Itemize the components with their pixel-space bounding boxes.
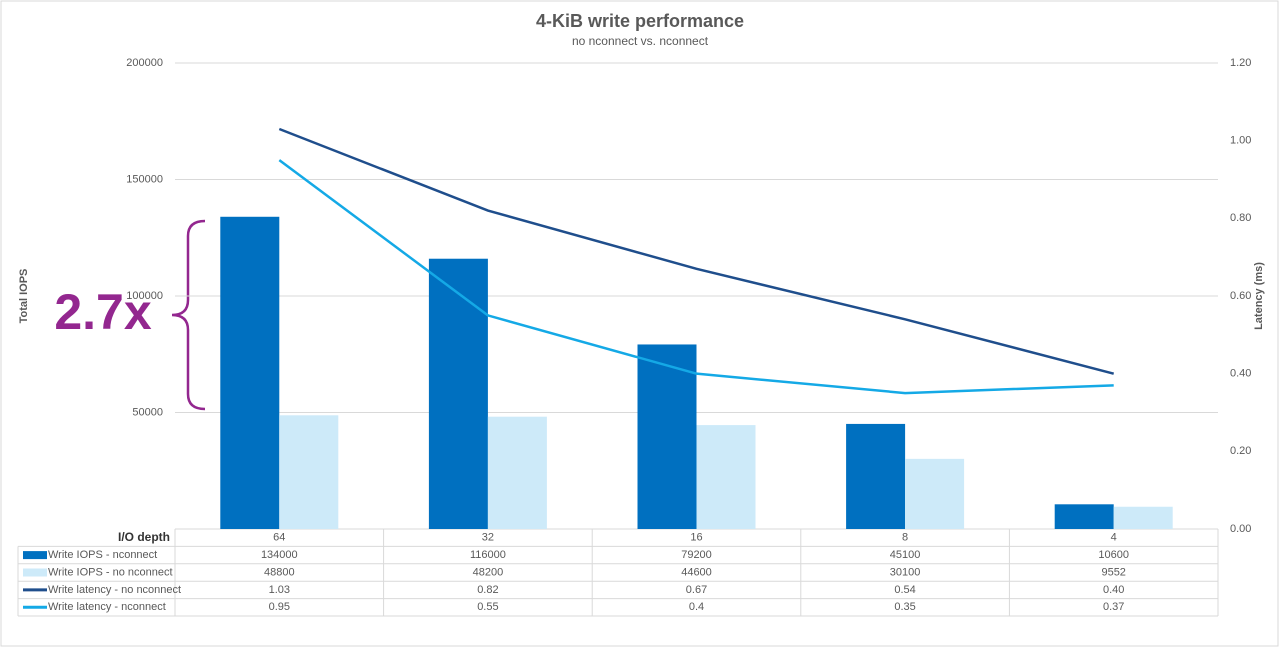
x-axis-label: I/O depth [118,530,170,544]
y2-tick-label: 0.80 [1230,212,1251,224]
table-value: 0.4 [689,601,704,613]
table-value: 0.55 [477,601,498,613]
legend-label: Write IOPS - no nconnect [48,566,173,578]
table-value: 48800 [264,566,295,578]
legend-swatch [23,568,47,577]
chart-subtitle: no nconnect vs. nconnect [572,34,709,48]
table-value: 0.67 [686,584,707,596]
x-tick-label: 8 [902,532,908,544]
legend-swatch [23,551,47,560]
bar [428,258,488,529]
brace [171,219,206,411]
y-tick-label: 150000 [126,173,163,185]
bar [220,216,280,529]
y2-tick-label: 0.40 [1230,368,1251,380]
table-value: 0.35 [894,601,915,613]
table-value: 116000 [470,549,506,561]
y2-tick-label: 1.00 [1230,135,1251,147]
bar [1054,504,1114,529]
y2-tick-label: 0.60 [1230,290,1251,302]
y2-tick-label: 0.20 [1230,445,1251,457]
bar [696,425,756,529]
table-value: 0.82 [477,584,498,596]
y-axis-label: Total IOPS [18,269,30,324]
legend-label: Write latency - nconnect [48,601,166,613]
line [278,127,1115,375]
y2-axis-label: Latency (ms) [1253,262,1265,330]
legend-label: Write IOPS - nconnect [48,549,157,561]
bar [279,415,339,529]
x-tick-label: 4 [1111,532,1117,544]
legend-label: Write latency - no nconnect [48,584,181,596]
x-tick-label: 16 [690,532,702,544]
table-value: 0.95 [269,601,290,613]
bar [487,416,547,529]
y-tick-label: 100000 [126,290,163,302]
x-tick-label: 32 [482,532,494,544]
bar [846,423,906,529]
annotation: 2.7x [54,284,152,340]
table-value: 45100 [890,549,921,561]
table-value: 10600 [1098,549,1129,561]
table-value: 44600 [681,566,712,578]
table-value: 30100 [890,566,921,578]
table-value: 134000 [261,549,298,561]
line [278,159,1114,395]
bar [637,344,697,529]
y2-tick-label: 0.00 [1230,523,1251,535]
y2-tick-label: 1.20 [1230,57,1251,69]
y-tick-label: 200000 [126,57,163,69]
table-value: 0.54 [894,584,915,596]
table-value: 48200 [473,566,504,578]
bar [905,458,965,529]
table-value: 0.37 [1103,601,1124,613]
bar [1113,506,1173,529]
table-value: 0.40 [1103,584,1124,596]
x-tick-label: 64 [273,532,285,544]
y-tick-label: 50000 [132,406,163,418]
table-value: 9552 [1101,566,1125,578]
chart-title: 4-KiB write performance [536,11,744,31]
table-value: 1.03 [269,584,290,596]
table-value: 79200 [681,549,712,561]
